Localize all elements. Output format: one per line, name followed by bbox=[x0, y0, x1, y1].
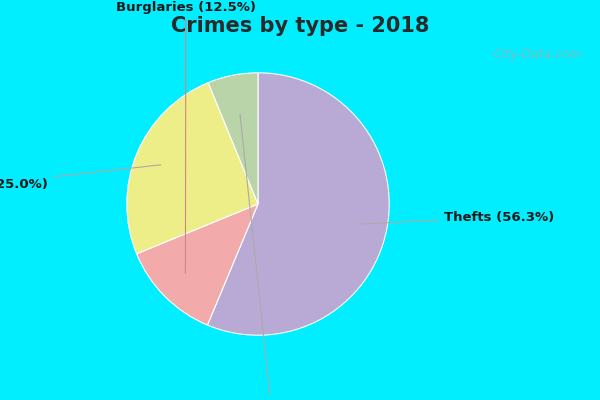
Text: Auto thefts (6.2%): Auto thefts (6.2%) bbox=[202, 114, 340, 400]
Wedge shape bbox=[208, 73, 258, 204]
Wedge shape bbox=[137, 204, 258, 325]
Text: City-Data.com: City-Data.com bbox=[493, 48, 582, 61]
Text: Assaults (25.0%): Assaults (25.0%) bbox=[0, 165, 161, 191]
Text: Burglaries (12.5%): Burglaries (12.5%) bbox=[116, 1, 256, 273]
Text: Thefts (56.3%): Thefts (56.3%) bbox=[361, 211, 554, 224]
Wedge shape bbox=[127, 83, 258, 254]
Text: Crimes by type - 2018: Crimes by type - 2018 bbox=[171, 16, 429, 36]
Wedge shape bbox=[208, 73, 389, 335]
